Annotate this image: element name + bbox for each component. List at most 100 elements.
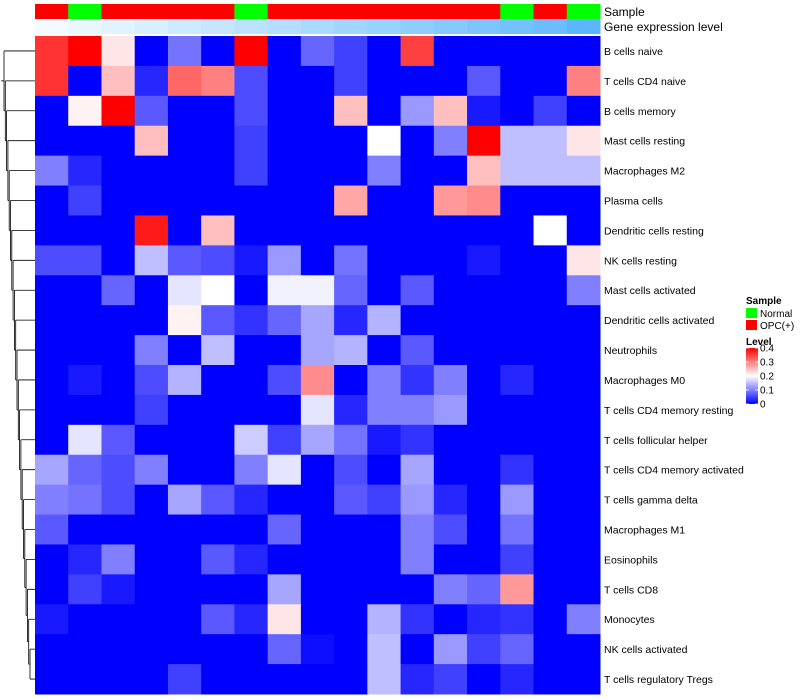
heatmap-cell	[533, 604, 568, 635]
heatmap-cell	[367, 125, 402, 157]
heatmap-cell	[433, 544, 468, 575]
heatmap-cell	[68, 544, 102, 575]
heatmap-cell	[500, 36, 535, 67]
sample-annotation-bar	[35, 4, 601, 19]
heatmap-cell	[300, 514, 335, 545]
heatmap-cell	[134, 394, 169, 426]
heatmap-cell	[35, 424, 69, 456]
heatmap-cell	[101, 514, 136, 545]
heatmap-cell	[134, 484, 169, 516]
heatmap-cell	[35, 185, 69, 216]
heatmap-cell	[167, 125, 202, 157]
heatmap-cell	[367, 36, 402, 67]
heatmap-cell	[267, 245, 302, 276]
heatmap-cell	[167, 544, 202, 575]
heatmap-cell	[300, 574, 335, 605]
sample-annotation-cell	[566, 4, 601, 19]
heatmap-cell	[500, 245, 535, 276]
heatmap-cell	[500, 65, 535, 97]
heatmap-cell	[134, 604, 169, 635]
gene-annotation-cell	[533, 19, 568, 34]
heatmap-cell	[68, 514, 102, 545]
heatmap-cell	[433, 95, 468, 127]
heatmap-cell	[35, 514, 69, 545]
heatmap-cell	[134, 185, 169, 216]
heatmap-cell	[300, 245, 335, 276]
heatmap-cell	[267, 484, 302, 516]
heatmap-cell	[433, 424, 468, 456]
heatmap-cell	[467, 275, 501, 306]
heatmap-cell	[101, 245, 136, 276]
heatmap-cell	[234, 65, 269, 97]
heatmap-cell	[334, 215, 368, 246]
heatmap-cell	[433, 454, 468, 486]
heatmap-cell	[68, 36, 102, 67]
heatmap-cell	[68, 335, 102, 366]
heatmap-cell	[533, 95, 568, 127]
heatmap-cell	[201, 574, 235, 605]
heatmap-cell	[35, 365, 69, 396]
sample-annotation-cell	[533, 4, 568, 19]
heatmap-cell	[334, 634, 368, 665]
heatmap-cell	[533, 394, 568, 426]
heatmap-cell	[400, 155, 435, 187]
heatmap-cells	[35, 36, 601, 695]
heatmap-cell	[500, 185, 535, 216]
gene-annotation-cell	[400, 19, 435, 34]
heatmap-cell	[167, 36, 202, 67]
heatmap-cell	[134, 125, 169, 157]
heatmap-cell	[35, 394, 69, 426]
heatmap-cell	[500, 454, 535, 486]
row-label: Macrophages M1	[604, 525, 685, 537]
row-dendrogram	[1, 50, 35, 680]
heatmap-cell	[566, 95, 601, 127]
heatmap-cell	[334, 185, 368, 216]
heatmap-cell	[167, 95, 202, 127]
heatmap-cell	[134, 335, 169, 366]
heatmap-cell	[201, 394, 235, 426]
heatmap-cell	[400, 544, 435, 575]
gene-annotation-cell	[300, 19, 335, 34]
heatmap-cell	[400, 664, 435, 695]
heatmap-cell	[300, 155, 335, 187]
heatmap-cell	[367, 484, 402, 516]
heatmap-cell	[35, 155, 69, 187]
legend-tick-label: 0.1	[760, 386, 774, 397]
heatmap-cell	[533, 335, 568, 366]
heatmap-cell	[500, 275, 535, 306]
sample-annotation-cell	[467, 4, 501, 19]
heatmap-cell	[334, 36, 368, 67]
heatmap-cell	[35, 245, 69, 276]
gene-annotation-cell	[267, 19, 302, 34]
heatmap-cell	[467, 664, 501, 695]
heatmap-cell	[167, 394, 202, 426]
heatmap-cell	[201, 484, 235, 516]
heatmap-cell	[300, 664, 335, 695]
row-label: T cells CD4 naive	[604, 76, 686, 88]
heatmap-cell	[533, 275, 568, 306]
heatmap-cell	[134, 305, 169, 336]
heatmap-cell	[566, 275, 601, 306]
heatmap-cell	[167, 335, 202, 366]
heatmap-cell	[234, 664, 269, 695]
heatmap-cell	[334, 65, 368, 97]
sample-annotation-cell	[500, 4, 535, 19]
heatmap-cell	[167, 424, 202, 456]
gene-annotation-cell	[367, 19, 402, 34]
heatmap-cell	[234, 484, 269, 516]
heatmap-cell	[134, 544, 169, 575]
heatmap-cell	[68, 604, 102, 635]
heatmap-cell	[300, 484, 335, 516]
heatmap-cell	[433, 215, 468, 246]
heatmap-cell	[167, 215, 202, 246]
heatmap-cell	[35, 95, 69, 127]
legend-entry-label: OPC(+)	[760, 321, 794, 332]
heatmap-cell	[433, 604, 468, 635]
heatmap-cell	[167, 604, 202, 635]
heatmap-cell	[35, 125, 69, 157]
heatmap-cell	[400, 305, 435, 336]
heatmap-cell	[201, 365, 235, 396]
row-label: Plasma cells	[604, 196, 663, 208]
heatmap-cell	[101, 604, 136, 635]
row-label: Eosinophils	[604, 554, 658, 566]
